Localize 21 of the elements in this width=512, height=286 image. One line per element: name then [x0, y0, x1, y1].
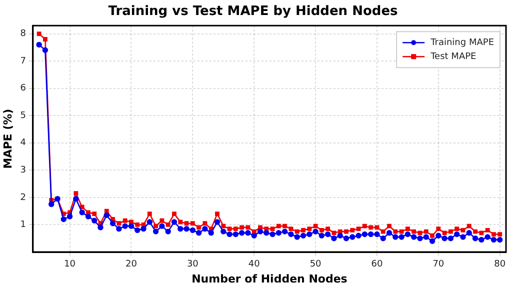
- y-tick-label: 3: [20, 166, 26, 176]
- y-tick-label: 2: [20, 192, 26, 203]
- y-tick-label: 4: [20, 138, 26, 148]
- x-tick-label: 50: [310, 260, 322, 270]
- y-tick-label: 5: [20, 110, 26, 121]
- x-tick-label: 80: [494, 260, 506, 270]
- chart-title: Training vs Test MAPE by Hidden Nodes: [108, 4, 398, 20]
- y-axis-title: MAPE (%): [1, 108, 14, 169]
- legend-label: Test MAPE: [430, 52, 477, 62]
- legend-label: Training MAPE: [430, 38, 494, 48]
- x-tick-label: 70: [432, 260, 444, 270]
- y-tick-label: 7: [20, 56, 26, 66]
- x-tick-label: 10: [64, 260, 76, 270]
- x-tick-label: 20: [126, 260, 138, 270]
- x-axis-title: Number of Hidden Nodes: [192, 272, 348, 286]
- x-tick-label: 30: [186, 260, 199, 270]
- x-tick-label: 40: [248, 260, 260, 270]
- y-tick-label: 8: [20, 29, 26, 40]
- y-tick-label: 6: [20, 84, 26, 94]
- x-tick-label: 60: [371, 260, 383, 270]
- y-tick-label: 1: [20, 220, 26, 230]
